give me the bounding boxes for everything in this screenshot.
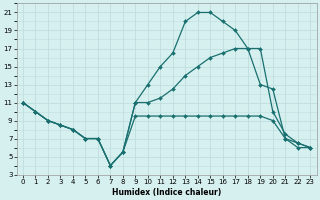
X-axis label: Humidex (Indice chaleur): Humidex (Indice chaleur) [112,188,221,197]
